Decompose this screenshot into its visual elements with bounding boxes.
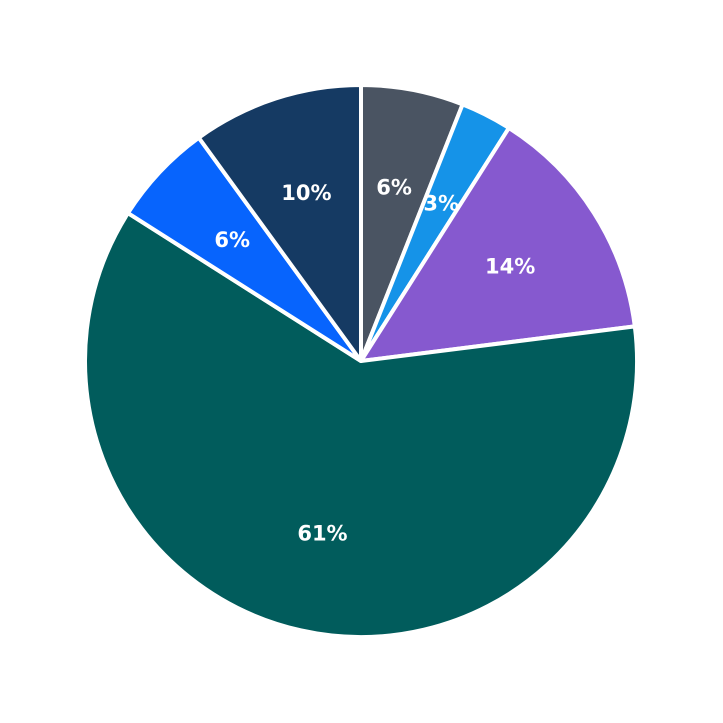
pie-slice-3 bbox=[83, 211, 639, 640]
pie-slice-label-1: 3% bbox=[423, 192, 459, 216]
pie-slices bbox=[83, 83, 639, 640]
pie-slice-2 bbox=[359, 125, 637, 363]
pie-slice-label-4: 6% bbox=[214, 228, 250, 252]
pie-slice-label-0: 6% bbox=[376, 175, 412, 199]
pie-slice-label-5: 10% bbox=[281, 181, 331, 205]
pie-labels: 6% 3% 14% 61% 6% 10% bbox=[214, 175, 535, 545]
pie-slice-label-2: 14% bbox=[485, 254, 535, 278]
pie-slice-label-3: 61% bbox=[297, 521, 347, 545]
pie-slice-5 bbox=[196, 83, 363, 363]
